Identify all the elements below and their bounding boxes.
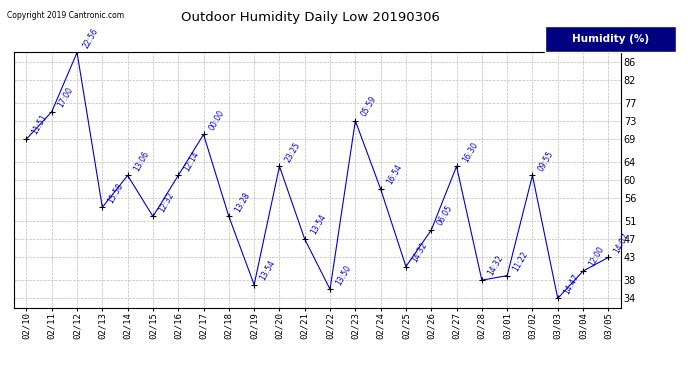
Text: 14:32: 14:32 <box>410 240 428 264</box>
Text: 13:54: 13:54 <box>258 258 277 282</box>
Text: 12:32: 12:32 <box>157 190 176 214</box>
Text: 00:00: 00:00 <box>208 108 226 132</box>
Text: Copyright 2019 Cantronic.com: Copyright 2019 Cantronic.com <box>7 11 124 20</box>
Text: 16:54: 16:54 <box>385 163 404 186</box>
Text: 11:22: 11:22 <box>511 250 530 273</box>
Text: 13:54: 13:54 <box>309 213 328 236</box>
Text: 12:00: 12:00 <box>587 245 606 268</box>
Text: 14:47: 14:47 <box>562 272 581 296</box>
Text: 12:14: 12:14 <box>182 150 201 172</box>
Text: 16:30: 16:30 <box>461 140 480 164</box>
Text: Humidity (%): Humidity (%) <box>572 34 649 44</box>
Text: 05:59: 05:59 <box>359 94 378 118</box>
Text: 15:58: 15:58 <box>106 181 125 204</box>
Text: 17:00: 17:00 <box>56 86 75 109</box>
Text: 13:50: 13:50 <box>334 263 353 286</box>
Text: 14:32: 14:32 <box>486 254 504 278</box>
Text: 13:28: 13:28 <box>233 190 252 214</box>
Text: 22:56: 22:56 <box>81 26 100 50</box>
Text: 14:07: 14:07 <box>613 231 631 255</box>
Text: Outdoor Humidity Daily Low 20190306: Outdoor Humidity Daily Low 20190306 <box>181 11 440 24</box>
Text: 06:05: 06:05 <box>435 204 454 227</box>
Text: 11:51: 11:51 <box>30 113 49 136</box>
Text: 23:25: 23:25 <box>284 140 302 164</box>
Text: 13:06: 13:06 <box>132 149 150 172</box>
Text: 09:55: 09:55 <box>537 149 555 172</box>
